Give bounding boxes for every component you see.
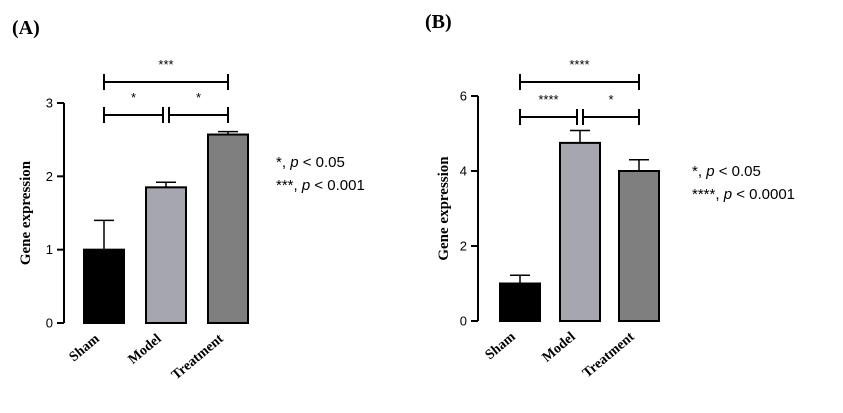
x-category-label: Treatment (169, 331, 227, 383)
x-category-label: Sham (67, 331, 103, 365)
bar-treatment (618, 170, 660, 322)
significance-label: *** (158, 57, 173, 72)
significance-legend-item: *, p < 0.05 (692, 163, 761, 180)
significance-label: **** (569, 57, 589, 72)
chart-panel-1: (A) 0 1 2 3 Gene expression Sham Model Treatment… (12, 17, 365, 383)
panel-label: (A) (12, 17, 40, 39)
legend-p: p (705, 163, 714, 180)
y-tick-label: 0 (46, 316, 53, 331)
x-category-label: Model (126, 332, 165, 368)
legend-p: p (289, 154, 298, 171)
legend-stars: *, (276, 154, 290, 171)
significance-label: * (131, 90, 136, 105)
y-tick-label: 6 (460, 89, 467, 104)
legend-threshold: < 0.05 (715, 163, 761, 180)
y-tick-label: 1 (46, 242, 53, 257)
significance-label: * (608, 92, 613, 107)
legend-threshold: < 0.0001 (732, 186, 795, 203)
legend-p: p (301, 177, 310, 194)
y-axis-title: Gene expression (18, 160, 34, 265)
significance-label: **** (538, 92, 558, 107)
y-tick-label: 0 (460, 314, 467, 329)
legend-stars: ***, (276, 177, 302, 194)
y-tick-label: 2 (460, 239, 467, 254)
bar-model (145, 186, 187, 324)
bar-model (559, 141, 601, 322)
bar-sham (83, 248, 125, 325)
legend-p: p (723, 186, 732, 203)
legend-stars: *, (692, 163, 706, 180)
legend-threshold: < 0.001 (310, 177, 365, 194)
bar-sham (499, 282, 541, 322)
y-tick-label: 4 (460, 164, 467, 179)
x-category-label: Model (540, 330, 579, 366)
x-category-label: Treatment (580, 329, 638, 381)
panel-label: (B) (425, 11, 452, 33)
significance-legend-item: ***, p < 0.001 (276, 177, 365, 194)
y-tick-label: 2 (46, 169, 53, 184)
chart-panel-2: (B) 0 2 4 6 Gene expression Sham Model Treatment… (425, 11, 795, 381)
legend-threshold: < 0.05 (299, 154, 345, 171)
y-tick-label: 3 (46, 96, 53, 111)
significance-label: * (196, 90, 201, 105)
significance-legend-item: ****, p < 0.0001 (692, 186, 795, 203)
x-category-label: Sham (483, 329, 519, 363)
significance-legend-item: *, p < 0.05 (276, 154, 345, 171)
y-axis-title: Gene expression (436, 156, 452, 261)
legend-stars: ****, (692, 186, 724, 203)
bar-treatment (207, 133, 249, 324)
